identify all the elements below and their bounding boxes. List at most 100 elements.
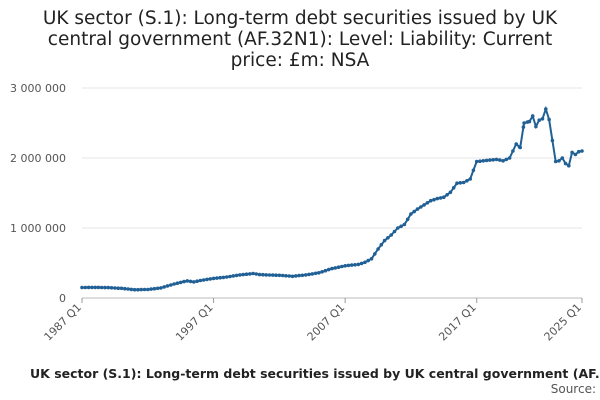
y-axis-ticks: 0 1 000 000 2 000 000 3 000 000 xyxy=(10,82,66,305)
data-point xyxy=(491,158,496,162)
data-point xyxy=(152,286,157,291)
data-point xyxy=(448,190,453,195)
series-line xyxy=(82,105,583,291)
data-point xyxy=(320,270,324,274)
data-point xyxy=(518,145,522,150)
data-point xyxy=(185,279,190,283)
data-point xyxy=(373,252,377,256)
y-tick-label: 1 000 000 xyxy=(10,222,66,235)
data-point xyxy=(461,180,466,185)
data-point xyxy=(129,287,134,292)
data-point xyxy=(396,226,400,230)
data-point xyxy=(366,258,371,263)
data-point xyxy=(198,278,203,283)
data-point xyxy=(264,273,269,277)
x-tick-label: 2017 Q1 xyxy=(436,301,479,344)
gridlines xyxy=(82,87,582,299)
data-point xyxy=(287,274,292,278)
data-point xyxy=(313,271,318,276)
y-tick-label: 2 000 000 xyxy=(10,152,66,165)
data-point xyxy=(560,156,565,160)
data-point xyxy=(251,271,255,276)
data-point xyxy=(494,157,499,162)
data-point xyxy=(522,121,526,125)
source-label: Source: xyxy=(550,382,596,396)
data-point xyxy=(106,285,111,290)
x-tick-label: 2025 Q1 xyxy=(542,301,585,344)
data-point xyxy=(481,159,486,163)
data-point xyxy=(261,272,265,277)
data-point xyxy=(438,196,443,200)
data-point xyxy=(412,209,417,214)
data-point xyxy=(330,266,334,271)
data-point xyxy=(93,285,97,290)
data-point xyxy=(343,264,348,268)
data-point xyxy=(563,161,568,166)
data-point xyxy=(195,279,199,284)
data-point xyxy=(277,273,282,278)
data-point xyxy=(169,283,173,287)
data-point xyxy=(123,286,127,291)
x-tick-label: 1997 Q1 xyxy=(173,301,216,344)
data-point xyxy=(267,273,272,277)
legend-series-label: UK sector (S.1): Long-term debt securiti… xyxy=(30,366,600,381)
data-point xyxy=(211,276,216,281)
data-point xyxy=(537,118,541,122)
data-point xyxy=(422,203,426,207)
data-point xyxy=(511,149,515,153)
data-point xyxy=(409,212,413,216)
data-point xyxy=(369,257,374,261)
data-point xyxy=(307,272,311,277)
x-tick-label: 2007 Q1 xyxy=(305,301,348,344)
data-point xyxy=(155,286,160,291)
data-point xyxy=(228,274,232,279)
data-point xyxy=(142,287,147,292)
data-point xyxy=(349,263,354,267)
data-point xyxy=(376,247,380,251)
data-point xyxy=(530,114,535,118)
data-point xyxy=(573,152,578,157)
data-point xyxy=(382,238,387,243)
data-point xyxy=(310,272,315,276)
x-tick-label: 1987 Q1 xyxy=(42,301,85,344)
data-point xyxy=(402,222,407,227)
data-point xyxy=(478,159,482,163)
data-point xyxy=(139,287,143,292)
data-point xyxy=(254,272,259,276)
data-point xyxy=(550,138,555,143)
data-point xyxy=(234,273,239,278)
data-point xyxy=(498,158,502,162)
data-point xyxy=(231,274,236,278)
data-point xyxy=(290,274,295,279)
series-layer xyxy=(80,105,584,292)
data-point xyxy=(224,275,229,279)
data-point xyxy=(501,159,505,163)
data-point xyxy=(359,261,364,266)
x-axis: 1987 Q1 1997 Q1 2007 Q1 2017 Q1 2025 Q1 xyxy=(42,298,585,344)
data-point xyxy=(83,285,88,290)
data-point xyxy=(303,273,308,277)
data-point xyxy=(116,286,120,291)
data-point xyxy=(109,286,114,290)
data-point xyxy=(323,268,328,273)
data-point xyxy=(363,260,367,265)
data-point xyxy=(346,263,351,268)
data-point xyxy=(504,157,509,162)
data-point xyxy=(333,266,338,270)
data-point xyxy=(86,285,91,290)
chart-title: UK sector (S.1): Long-term debt securiti… xyxy=(42,8,558,71)
data-point xyxy=(284,274,288,278)
data-point xyxy=(379,243,384,247)
data-point xyxy=(165,284,170,288)
data-point xyxy=(353,263,357,267)
data-point xyxy=(567,163,571,168)
data-point xyxy=(146,287,150,292)
data-point xyxy=(99,285,104,290)
data-point xyxy=(356,262,361,267)
data-point xyxy=(297,273,301,278)
data-point xyxy=(300,273,305,278)
data-point xyxy=(521,125,526,129)
data-point xyxy=(205,277,209,282)
data-point xyxy=(527,119,532,124)
